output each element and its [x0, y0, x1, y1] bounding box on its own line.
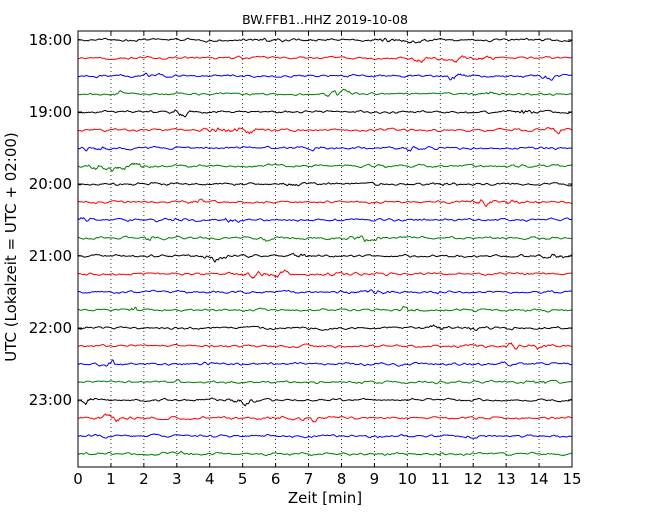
x-tick-label: 4 — [205, 470, 215, 488]
seismic-trace-21:00 — [77, 252, 573, 263]
x-tick-label: 8 — [337, 470, 347, 488]
seismic-trace-22:30 — [77, 359, 573, 367]
x-axis-label: Zeit [min] — [288, 489, 362, 507]
seismic-trace-18:00 — [77, 37, 573, 44]
seismic-trace-20:30 — [77, 217, 573, 223]
trace-layer — [77, 37, 573, 457]
y-tick-label: 22:00 — [29, 319, 72, 337]
chart-title: BW.FFB1..HHZ 2019-10-08 — [242, 12, 408, 27]
seismic-trace-22:00 — [78, 324, 573, 332]
seismic-trace-22:45 — [77, 378, 573, 385]
x-tick-label: 11 — [431, 470, 450, 488]
x-axis: 0 1 2 3 4 5 6 7 8 9 10 11 12 13 14 15 — [73, 31, 582, 488]
y-tick-label: 23:00 — [29, 391, 72, 409]
x-tick-label: 12 — [464, 470, 483, 488]
x-tick-label: 10 — [398, 470, 417, 488]
y-tick-label: 19:00 — [29, 103, 72, 121]
x-tick-label: 14 — [530, 470, 549, 488]
seismic-trace-18:15 — [77, 55, 573, 64]
seismic-trace-18:45 — [77, 88, 573, 97]
x-tick-label: 5 — [238, 470, 248, 488]
x-tick-label: 6 — [271, 470, 281, 488]
y-tick-label: 20:00 — [29, 175, 72, 193]
seismic-trace-21:30 — [77, 289, 573, 295]
seismic-trace-23:30 — [77, 433, 573, 439]
plot-frame — [77, 30, 573, 468]
seismic-trace-19:45 — [77, 162, 573, 172]
x-tick-label: 9 — [370, 470, 380, 488]
seismic-trace-23:00 — [77, 397, 573, 407]
seismic-trace-23:15 — [77, 413, 573, 423]
grid-layer — [110, 31, 540, 467]
seismic-trace-19:30 — [77, 145, 573, 152]
x-tick-label: 0 — [73, 470, 83, 488]
seismic-trace-18:30 — [77, 72, 573, 81]
x-tick-label: 7 — [304, 470, 314, 488]
seismic-trace-20:45 — [77, 235, 573, 242]
y-tick-label: 18:00 — [29, 31, 72, 49]
x-tick-label: 3 — [172, 470, 182, 488]
seismic-trace-20:15 — [77, 198, 573, 207]
seismic-trace-23:45 — [77, 450, 573, 457]
seismic-trace-19:15 — [77, 127, 573, 135]
seismic-trace-20:00 — [77, 181, 573, 187]
y-tick-label: 21:00 — [29, 247, 72, 265]
y-axis: 18:00 19:00 20:00 21:00 22:00 23:00 — [29, 31, 572, 409]
x-tick-label: 2 — [139, 470, 149, 488]
x-tick-label: 13 — [497, 470, 516, 488]
seismic-trace-21:15 — [77, 269, 573, 279]
x-tick-label: 1 — [106, 470, 116, 488]
y-axis-label: UTC (Lokalzeit = UTC + 02:00) — [2, 132, 20, 362]
seismic-trace-19:00 — [77, 109, 573, 118]
seismic-trace-21:45 — [77, 305, 573, 313]
seismic-trace-22:15 — [77, 342, 573, 350]
x-tick-label: 15 — [562, 470, 581, 488]
